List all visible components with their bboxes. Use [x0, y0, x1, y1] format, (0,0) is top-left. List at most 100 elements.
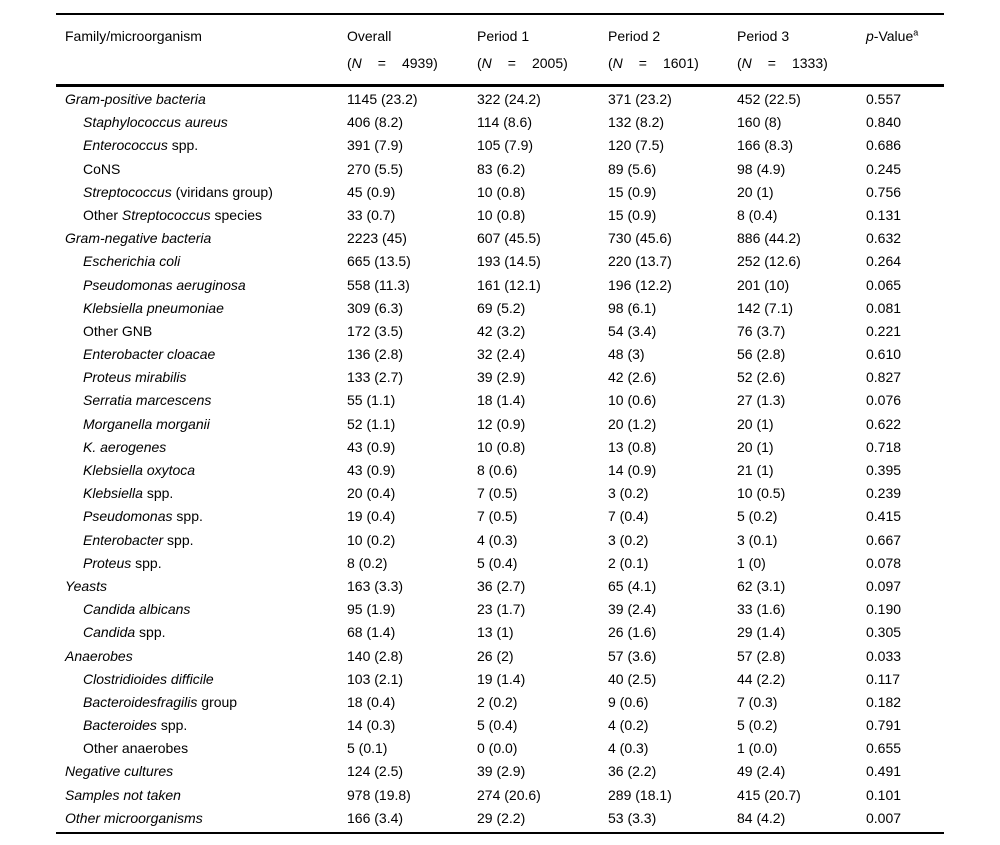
p-value: 0.667: [866, 531, 902, 548]
overall-value: 140 (2.8): [347, 647, 404, 664]
column-header-family-label: Family/microorganism: [65, 28, 202, 44]
p-value: 0.686: [866, 137, 902, 154]
p-value: 0.182: [866, 693, 902, 710]
period2-value: 65 (4.1): [608, 577, 657, 594]
p-value: 0.245: [866, 160, 902, 177]
microorganism-name: Klebsiella oxytoca: [83, 462, 196, 478]
period2-value: 20 (1.2): [608, 415, 657, 432]
table-row: Candida spp. 68 (1.4) 13 (1) 26 (1.6) 29 (1.…: [56, 621, 944, 644]
microorganism-name: Gram-positive bacteria: [65, 91, 206, 107]
column-header-overall: Overall (N = 4939): [347, 22, 477, 77]
overall-value: 43 (0.9): [347, 438, 396, 455]
period3-value: 10 (0.5): [737, 485, 786, 502]
period1-value: 5 (0.4): [477, 554, 518, 571]
column-header-n: (N = 1333): [737, 55, 828, 71]
period2-value: 3 (0.2): [608, 485, 649, 502]
microorganism-name: Streptococcus (viridans group): [83, 183, 273, 200]
column-header-label: Period 2: [608, 28, 661, 44]
p-value: 0.655: [866, 740, 902, 757]
period2-value: 39 (2.4): [608, 601, 657, 618]
period3-value: 5 (0.2): [737, 717, 778, 734]
period1-value: 322 (24.2): [477, 91, 541, 107]
microorganism-name: Proteus mirabilis: [83, 369, 187, 386]
period1-value: 161 (12.1): [477, 276, 541, 293]
microorganism-name: Other Streptococcus species: [83, 206, 262, 223]
overall-value: 978 (19.8): [347, 786, 411, 803]
period1-value: 0 (0.0): [477, 740, 518, 757]
table-row: Gram-positive bacteria 1145 (23.2) 322 (24…: [56, 88, 944, 111]
table-row: Enterobacter cloacae 136 (2.8) 32 (2.4) 48 …: [56, 343, 944, 366]
period2-value: 196 (12.2): [608, 276, 672, 293]
overall-value: 406 (8.2): [347, 114, 404, 131]
period2-value: 120 (7.5): [608, 137, 665, 154]
period3-value: 160 (8): [737, 114, 782, 131]
column-header-label: Overall: [347, 28, 392, 44]
overall-value: 52 (1.1): [347, 415, 396, 432]
period3-value: 452 (22.5): [737, 91, 801, 107]
column-header-family-sub: [65, 50, 347, 77]
overall-value: 14 (0.3): [347, 717, 396, 734]
period3-value: 62 (3.1): [737, 577, 786, 594]
period2-value: 42 (2.6): [608, 369, 657, 386]
table-row: K. aerogenes 43 (0.9) 10 (0.8) 13 (0.8) 20 (…: [56, 436, 944, 459]
period1-value: 10 (0.8): [477, 206, 526, 223]
table-row: Streptococcus (viridans group) 45 (0.9) 10…: [56, 181, 944, 204]
table-row: Other microorganisms 166 (3.4) 29 (2.2) 53 …: [56, 807, 944, 830]
microorganism-name: Escherichia coli: [83, 253, 181, 270]
p-value: 0.756: [866, 183, 902, 200]
period3-value: 1 (0.0): [737, 740, 778, 757]
period2-value: 15 (0.9): [608, 183, 657, 200]
p-value: 0.827: [866, 369, 902, 386]
p-value: 0.033: [866, 647, 902, 664]
table-row: Other Streptococcus species 33 (0.7) 10 (0…: [56, 204, 944, 227]
overall-value: 33 (0.7): [347, 206, 396, 223]
p-value: 0.131: [866, 206, 902, 223]
column-header-period-3: Period 3 (N = 1333): [737, 22, 866, 77]
overall-value: 43 (0.9): [347, 462, 396, 478]
period1-value: 13 (1): [477, 624, 514, 641]
period2-value: 15 (0.9): [608, 206, 657, 223]
period3-value: 142 (7.1): [737, 299, 794, 316]
microorganism-name: Bacteroidesfragilis group: [83, 693, 238, 710]
overall-value: 2223 (45): [347, 230, 407, 247]
period2-value: 26 (1.6): [608, 624, 657, 641]
period2-value: 4 (0.3): [608, 740, 649, 757]
period2-value: 132 (8.2): [608, 114, 665, 131]
table-row: Anaerobes 140 (2.8) 26 (2) 57 (3.6) 57 (2.8)…: [56, 645, 944, 668]
period1-value: 39 (2.9): [477, 369, 526, 386]
period2-value: 57 (3.6): [608, 647, 657, 664]
overall-value: 18 (0.4): [347, 693, 396, 710]
overall-value: 309 (6.3): [347, 299, 404, 316]
table-row: Candida albicans 95 (1.9) 23 (1.7) 39 (2.4)…: [56, 598, 944, 621]
period2-value: 14 (0.9): [608, 462, 657, 478]
microorganism-name: Clostridioides difficile: [83, 670, 214, 687]
period3-value: 76 (3.7): [737, 322, 786, 339]
column-header-label: Period 3: [737, 28, 790, 44]
table-row: Klebsiella spp. 20 (0.4) 7 (0.5) 3 (0.2) 10 …: [56, 482, 944, 505]
overall-value: 558 (11.3): [347, 276, 410, 293]
p-value: 0.491: [866, 763, 902, 780]
period3-value: 21 (1): [737, 462, 774, 478]
period2-value: 48 (3): [608, 346, 645, 363]
microorganism-name: Enterobacter spp.: [83, 531, 194, 548]
period1-value: 32 (2.4): [477, 346, 526, 363]
p-value: 0.117: [866, 670, 900, 687]
overall-value: 1145 (23.2): [347, 91, 418, 107]
overall-value: 10 (0.2): [347, 531, 396, 548]
p-value: 0.718: [866, 438, 902, 455]
microorganism-name: Pseudomonas spp.: [83, 508, 203, 525]
table-row: Enterobacter spp. 10 (0.2) 4 (0.3) 3 (0.2) 3…: [56, 529, 944, 552]
column-header-label: Period 1: [477, 28, 530, 44]
table-row: Serratia marcescens 55 (1.1) 18 (1.4) 10 (0…: [56, 389, 944, 412]
microorganism-name: Enterococcus spp.: [83, 137, 199, 154]
period2-value: 730 (45.6): [608, 230, 672, 247]
period3-value: 57 (2.8): [737, 647, 786, 664]
period1-value: 69 (5.2): [477, 299, 526, 316]
microorganism-name: CoNS: [83, 160, 121, 177]
period2-value: 36 (2.2): [608, 763, 657, 780]
period1-value: 193 (14.5): [477, 253, 541, 270]
period3-value: 29 (1.4): [737, 624, 786, 641]
p-value: 0.076: [866, 392, 902, 409]
microorganism-name: Candida albicans: [83, 601, 191, 618]
overall-value: 133 (2.7): [347, 369, 404, 386]
